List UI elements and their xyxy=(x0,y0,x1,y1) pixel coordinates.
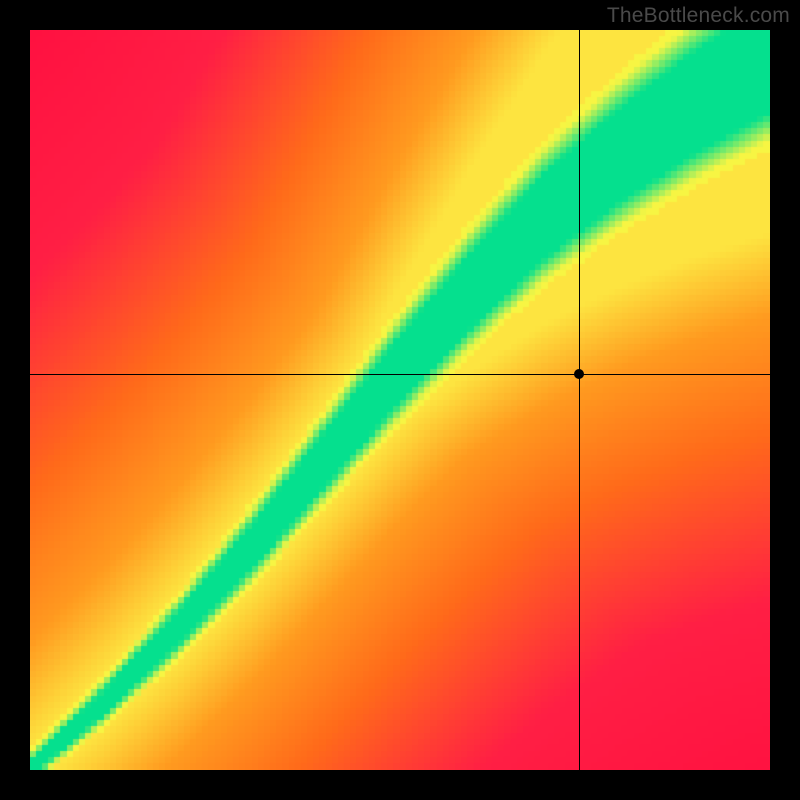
crosshair-horizontal xyxy=(30,374,770,375)
chart-container: TheBottleneck.com xyxy=(0,0,800,800)
marker-dot xyxy=(574,369,584,379)
plot-area xyxy=(30,30,770,770)
watermark-text: TheBottleneck.com xyxy=(607,4,790,28)
crosshair-vertical xyxy=(579,30,580,770)
heatmap-canvas xyxy=(30,30,770,770)
